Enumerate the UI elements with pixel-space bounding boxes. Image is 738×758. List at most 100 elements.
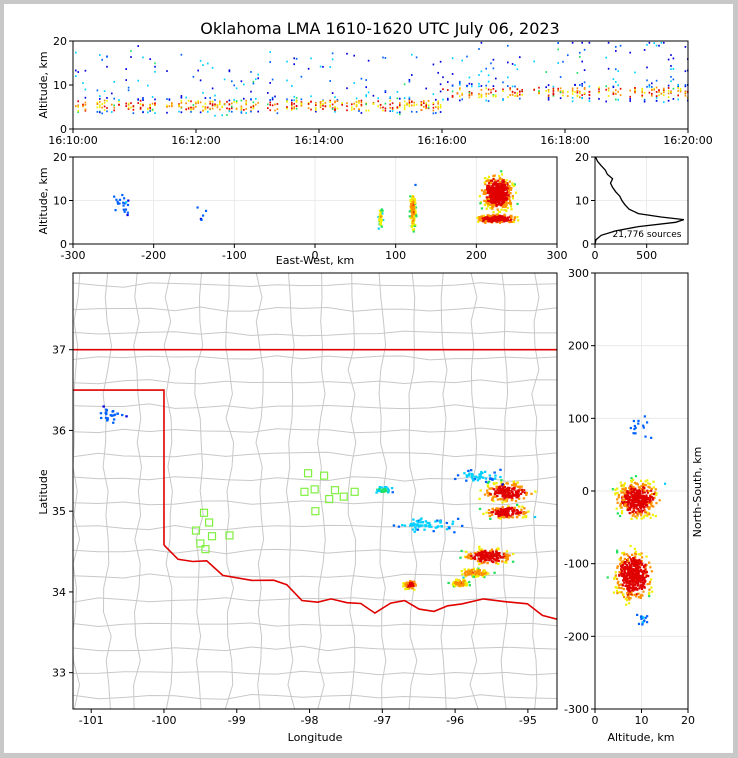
source-pixel [525,493,528,496]
source-pixel [505,515,508,518]
source-pixel [420,517,423,520]
source-pixel [649,501,652,504]
source-pixel [625,566,628,569]
source-pixel [648,486,651,489]
source-pixel [495,511,498,514]
source-pixel [522,489,526,492]
source-pixel [492,499,495,503]
source-pixel [269,61,271,63]
source-pixel [505,204,508,207]
source-pixel [459,556,462,559]
source-pixel [516,509,519,513]
source-pixel [231,105,233,108]
source-pixel [605,88,607,91]
source-pixel [559,97,562,100]
source-pixel [101,103,103,105]
source-pixel [365,86,367,89]
source-pixel [630,592,633,595]
source-pixel [488,511,491,515]
source-pixel [324,102,327,104]
source-pixel [502,205,505,208]
source-pixel [644,435,647,438]
source-pixel [634,550,637,553]
source-pixel [118,198,122,201]
source-pixel [180,99,183,102]
source-pixel [228,109,231,111]
source-pixel [142,104,144,107]
source-pixel [490,181,493,185]
source-pixel [127,102,130,105]
source-pixel [468,584,471,587]
source-pixel [503,199,506,202]
source-pixel [499,507,503,510]
source-pixel [410,210,413,214]
source-pixel [501,484,504,487]
source-pixel [106,110,108,113]
longitude-tick-label: -99 [228,714,246,727]
source-pixel [640,563,644,566]
source-pixel [642,590,645,593]
source-pixel [571,93,574,95]
east-west-axis-tick-label: -100 [222,249,247,262]
source-pixel [498,187,502,191]
source-pixel [412,204,416,207]
north-south-alt-axis-tick-label: 20 [681,714,695,727]
source-pixel [477,569,480,572]
source-pixel [112,421,115,424]
source-pixel [490,511,493,514]
source-pixel [360,101,363,104]
source-pixel [414,523,417,526]
source-pixel [185,108,187,111]
source-pixel [202,109,204,112]
source-pixel [667,99,670,102]
source-pixel [489,195,492,198]
source-pixel [409,583,412,586]
source-pixel [419,521,422,524]
source-pixel [641,623,644,626]
source-pixel [655,86,658,89]
source-pixel [353,54,355,57]
source-pixel [473,551,477,555]
source-pixel [507,76,509,79]
east-west-axis-tick-label: 100 [385,249,406,262]
source-pixel [233,98,235,101]
source-pixel [619,481,622,484]
source-pixel [99,100,101,103]
source-pixel [567,90,569,93]
source-pixel [483,570,487,573]
source-pixel [187,107,190,110]
source-pixel [384,57,387,59]
source-pixel [252,105,255,108]
source-pixel [489,550,492,553]
source-pixel [498,221,502,224]
county-line [73,548,557,555]
source-pixel [413,213,416,216]
source-pixel [624,580,628,583]
source-pixel [310,108,312,111]
source-pixel [640,552,643,555]
source-pixel [512,184,516,188]
source-pixel [615,589,619,592]
source-pixel [139,106,142,109]
source-pixel [497,486,501,489]
source-pixel [420,102,423,105]
source-pixel [480,88,483,91]
source-pixel [652,486,655,489]
source-pixel [471,93,473,96]
source-pixel [631,553,634,556]
source-pixel [499,475,502,479]
source-pixel [511,184,514,187]
county-line [224,273,235,709]
source-pixel [629,571,632,574]
source-pixel [411,202,414,205]
source-pixel [655,95,658,98]
time-alt-axis-tick-label: 0 [60,123,67,136]
source-pixel [634,71,636,74]
source-pixel [630,572,633,575]
source-pixel [632,569,635,573]
source-pixel [426,521,429,525]
source-pixel [631,593,634,597]
source-pixel [494,179,497,182]
source-pixel [492,482,496,486]
north-south-axis-tick-label: 100 [568,412,589,425]
